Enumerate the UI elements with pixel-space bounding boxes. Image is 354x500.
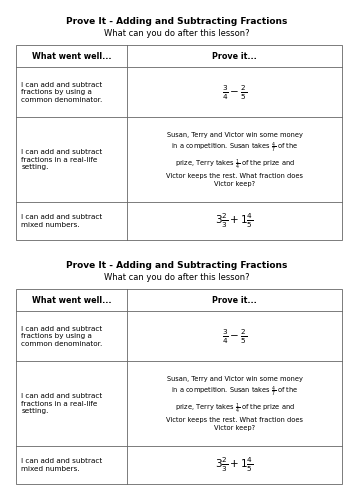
Text: I can add and subtract
fractions in a real-life
setting.: I can add and subtract fractions in a re… bbox=[21, 393, 103, 414]
Text: What went well...: What went well... bbox=[32, 296, 112, 304]
Text: $3\frac{2}{3} + 1\frac{4}{5}$: $3\frac{2}{3} + 1\frac{4}{5}$ bbox=[215, 456, 254, 474]
Text: $\frac{3}{4} - \frac{2}{5}$: $\frac{3}{4} - \frac{2}{5}$ bbox=[222, 327, 247, 345]
Text: $3\frac{2}{3} + 1\frac{4}{5}$: $3\frac{2}{3} + 1\frac{4}{5}$ bbox=[215, 212, 254, 230]
Bar bbox=[16, 45, 342, 240]
Text: Prove It - Adding and Subtracting Fractions: Prove It - Adding and Subtracting Fracti… bbox=[66, 16, 288, 26]
Text: What can you do after this lesson?: What can you do after this lesson? bbox=[104, 28, 250, 38]
Text: I can add and subtract
mixed numbers.: I can add and subtract mixed numbers. bbox=[21, 214, 103, 228]
Text: Prove it...: Prove it... bbox=[212, 296, 257, 304]
Text: Susan, Terry and Victor win some money
in a competition. Susan takes $\frac{4}{7: Susan, Terry and Victor win some money i… bbox=[166, 132, 303, 187]
Bar bbox=[16, 289, 342, 484]
Text: I can add and subtract
fractions by using a
common denominator.: I can add and subtract fractions by usin… bbox=[21, 326, 103, 347]
Text: Susan, Terry and Victor win some money
in a competition. Susan takes $\frac{4}{7: Susan, Terry and Victor win some money i… bbox=[166, 376, 303, 431]
Text: I can add and subtract
mixed numbers.: I can add and subtract mixed numbers. bbox=[21, 458, 103, 472]
Text: Prove It - Adding and Subtracting Fractions: Prove It - Adding and Subtracting Fracti… bbox=[66, 260, 288, 270]
Text: What went well...: What went well... bbox=[32, 52, 112, 60]
Text: I can add and subtract
fractions in a real-life
setting.: I can add and subtract fractions in a re… bbox=[21, 149, 103, 171]
Text: Prove it...: Prove it... bbox=[212, 52, 257, 60]
Text: $\frac{3}{4} - \frac{2}{5}$: $\frac{3}{4} - \frac{2}{5}$ bbox=[222, 83, 247, 102]
Text: What can you do after this lesson?: What can you do after this lesson? bbox=[104, 272, 250, 281]
Text: I can add and subtract
fractions by using a
common denominator.: I can add and subtract fractions by usin… bbox=[21, 82, 103, 103]
